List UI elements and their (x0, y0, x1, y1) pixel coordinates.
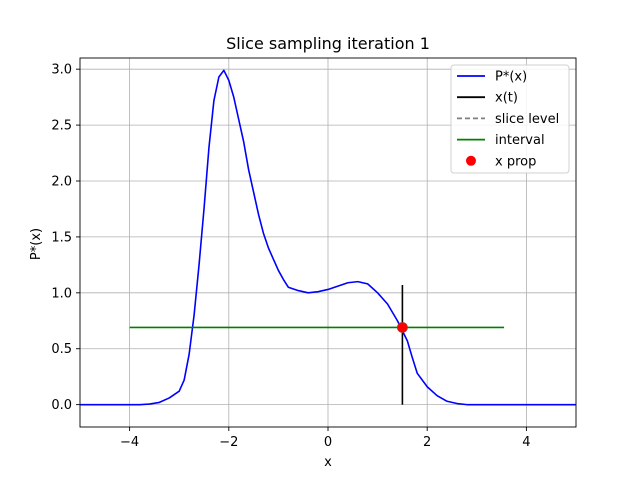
x-tick-label: −2 (219, 435, 238, 450)
y-tick-label: 2.0 (51, 175, 72, 190)
density-curve (80, 69, 576, 406)
y-tick-label: 0.5 (51, 342, 72, 357)
x-tick-label: −4 (120, 435, 139, 450)
legend-marker (466, 155, 476, 166)
x-tick-label: 0 (324, 435, 332, 450)
x-tick-label: 2 (423, 435, 431, 450)
y-axis-label: P*(x) (29, 228, 44, 260)
proposal-point (396, 322, 408, 333)
legend-label: x(t) (495, 91, 518, 106)
y-tick-label: 1.0 (51, 286, 72, 301)
y-tick-label: 0.0 (51, 398, 72, 413)
y-tick-label: 1.5 (51, 230, 72, 245)
legend-label: x prop (495, 154, 536, 169)
plot-area: −4 −2 0 2 4 0.0 0.5 1.0 1.5 2.0 2.5 3.0 P*(x) x(t) sli… (51, 57, 577, 450)
x-tick-label: 4 (522, 435, 530, 450)
legend-label: slice level (495, 112, 559, 127)
legend-label: P*(x) (495, 70, 527, 85)
y-tick-label: 2.5 (51, 119, 72, 134)
data-layer (80, 69, 576, 406)
chart-title: Slice sampling iteration 1 (226, 34, 430, 53)
x-axis-label: x (324, 455, 332, 470)
legend-label: interval (495, 133, 545, 148)
legend: P*(x) x(t) slice level interval x prop (450, 64, 570, 174)
y-tick-label: 3.0 (51, 63, 72, 78)
legend-box (450, 64, 570, 174)
